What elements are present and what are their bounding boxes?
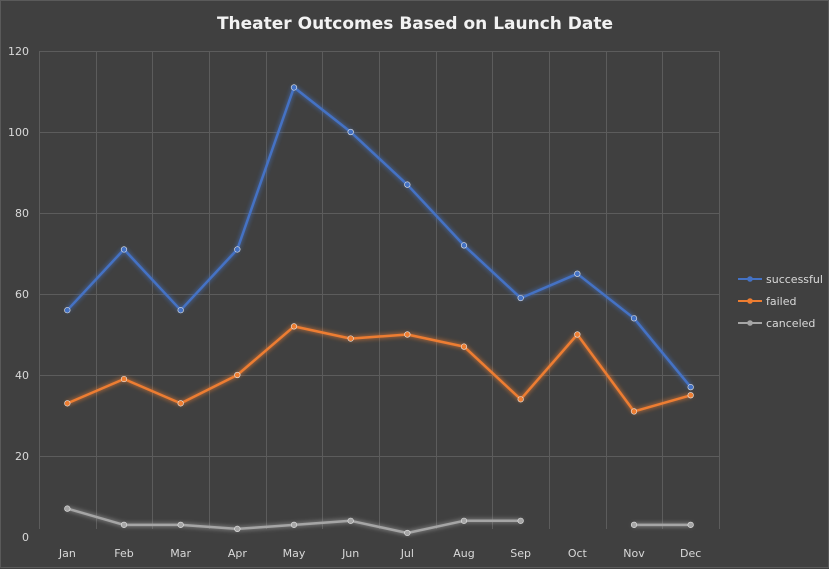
legend-item-successful: successful [738,273,823,286]
data-point-successful [64,307,71,314]
data-point-failed [517,396,524,403]
data-point-canceled [517,517,524,524]
x-tick-label: Apr [228,547,248,560]
y-tick-label: 40 [15,369,29,382]
data-point-failed [404,331,411,338]
legend-marker [747,320,753,326]
data-point-successful [517,294,524,302]
x-tick-label: Oct [568,547,588,560]
x-tick-label: Jan [58,547,76,560]
legend-item-failed: failed [738,295,796,308]
legend-item-canceled: canceled [738,317,815,330]
y-tick-label: 80 [15,207,29,220]
data-point-successful [290,84,298,91]
data-point-successful [404,181,411,188]
data-point-canceled [234,525,241,533]
x-tick-label: Dec [680,547,701,560]
data-point-canceled [64,505,71,512]
x-tick-label: Nov [623,547,645,560]
x-tick-label: May [283,547,306,560]
y-axis: 0 20 40 60 80 100 120 [8,45,29,544]
data-point-failed [120,375,128,383]
series-line-failed [66,325,692,413]
data-point-failed [574,331,581,338]
data-point-failed [630,408,638,415]
data-point-failed [460,343,468,350]
x-tick-label: Sep [510,547,531,560]
data-point-failed [290,323,298,330]
data-point-successful [630,315,638,322]
y-tick-label: 100 [8,126,29,139]
data-point-successful [234,246,241,253]
data-point-failed [177,400,184,407]
data-point-failed [347,335,354,342]
data-point-canceled [347,517,354,524]
legend-marker [747,298,753,304]
series-successful [64,84,694,391]
legend-marker [747,276,753,282]
data-point-failed [234,371,241,379]
data-point-successful [574,270,581,277]
series-canceled [64,505,694,537]
data-point-successful [120,246,128,253]
series-group [64,84,694,537]
data-point-successful [460,242,468,249]
chart-title: Theater Outcomes Based on Launch Date [217,14,613,34]
x-tick-label: Jul [400,547,414,560]
data-point-canceled [687,521,694,528]
y-tick-label: 120 [8,45,29,58]
y-tick-label: 60 [15,288,29,301]
y-tick-label: 20 [15,450,29,463]
x-tick-label: Mar [170,547,191,560]
series-line-successful [66,86,692,389]
data-point-failed [64,400,71,407]
data-point-successful [347,128,354,136]
x-tick-label: Feb [114,547,133,560]
legend: successful failed canceled [738,273,823,330]
grid [39,51,720,529]
data-point-successful [687,384,694,391]
data-point-canceled [460,517,468,524]
y-tick-label: 0 [22,531,29,544]
data-point-failed [687,392,694,399]
data-point-canceled [177,521,184,528]
x-tick-label: Aug [453,547,474,560]
data-point-successful [177,307,184,314]
series-failed [64,323,694,415]
data-point-canceled [404,529,411,537]
legend-label: canceled [766,317,815,330]
data-point-canceled [630,521,638,528]
x-axis: Jan Feb Mar Apr May Jun Jul Aug Sep Oct Nov Dec [58,547,701,560]
data-point-canceled [290,521,298,528]
data-point-canceled [120,521,128,528]
legend-label: failed [766,295,796,308]
x-tick-label: Jun [341,547,359,560]
legend-label: successful [766,273,823,286]
